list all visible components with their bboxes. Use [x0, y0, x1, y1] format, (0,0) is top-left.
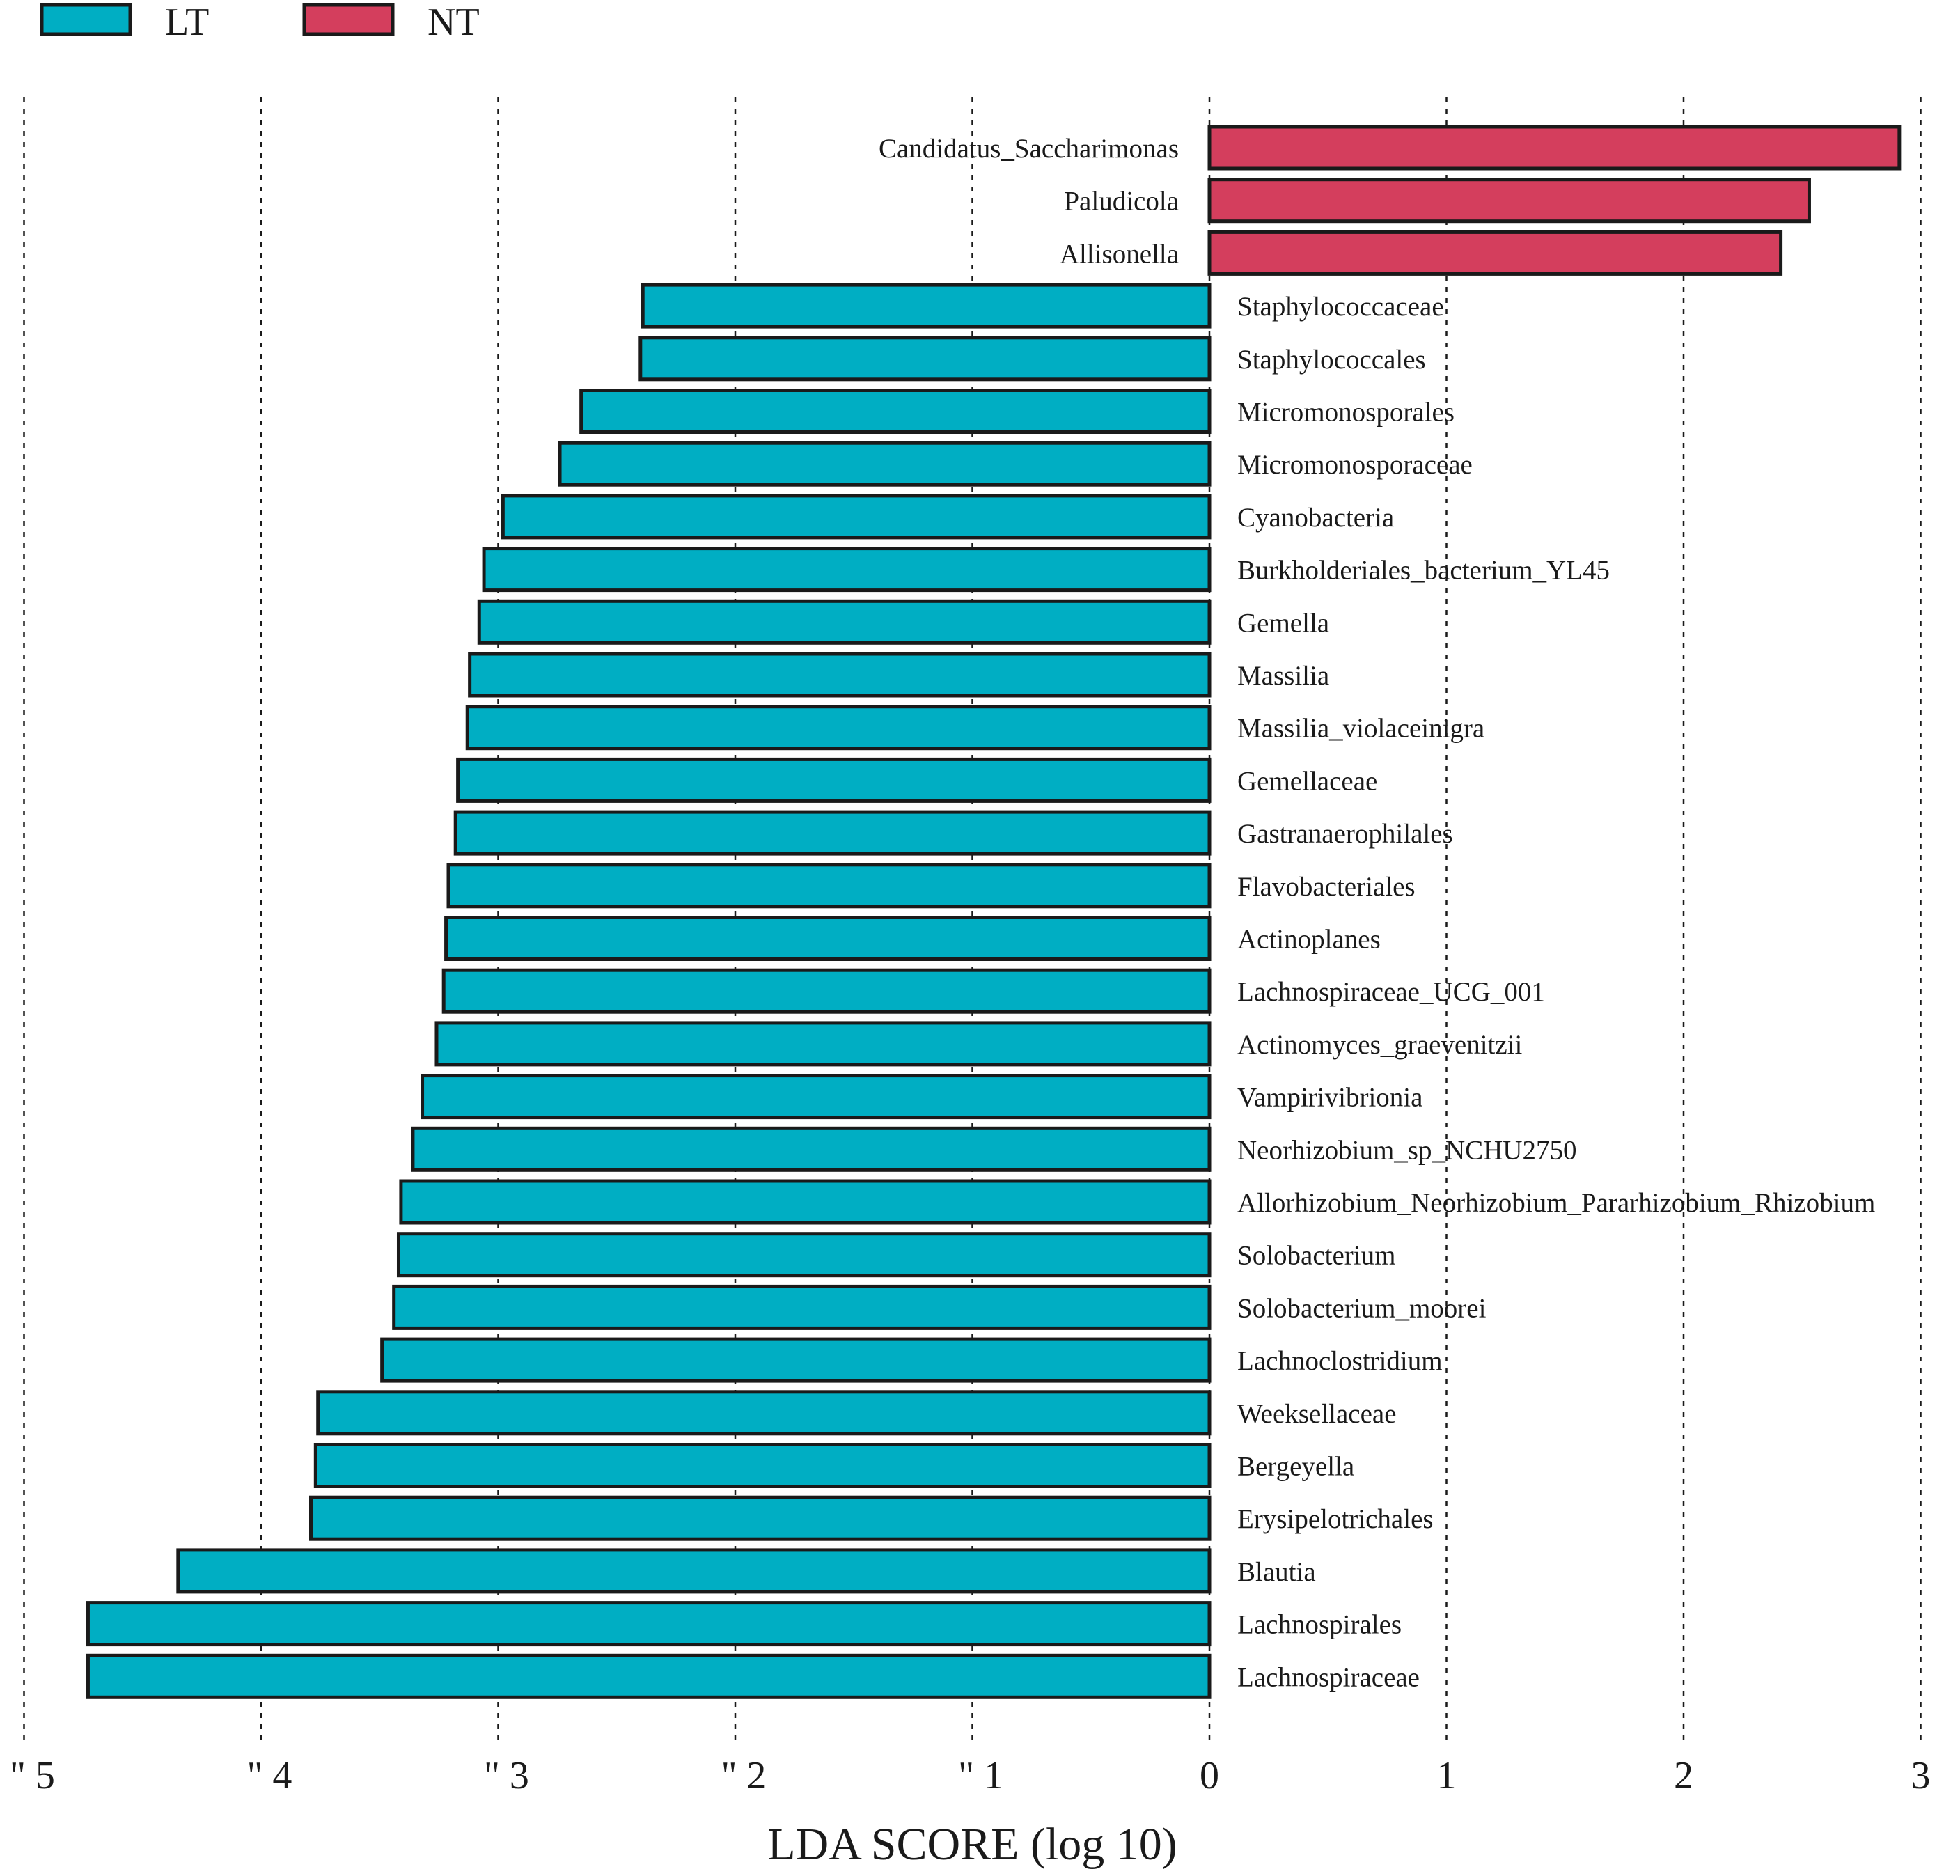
x-tick-label: " 1 — [958, 1754, 1003, 1797]
category-label: Solobacterium — [1237, 1241, 1395, 1271]
bar-burkholderiales-bacterium-yl45 — [482, 547, 1212, 593]
x-tick-label: " 2 — [721, 1754, 767, 1797]
category-label: Lachnospiraceae — [1237, 1662, 1420, 1692]
bar-actinoplanes — [444, 916, 1212, 961]
bar-candidatus-saccharimonas — [1207, 125, 1902, 171]
bar-lachnoclostridium — [380, 1337, 1212, 1383]
category-label: Staphylococcales — [1237, 345, 1426, 375]
bar-gemella — [477, 599, 1212, 645]
category-label: Massilia — [1237, 661, 1329, 691]
bar-lachnospiraceae — [86, 1653, 1212, 1699]
bar-paludicola — [1207, 178, 1811, 224]
category-label: Erysipelotrichales — [1237, 1504, 1434, 1534]
bar-gemellaceae — [456, 757, 1212, 803]
bar-micromonosporaceae — [558, 441, 1212, 487]
category-label: Lachnospirales — [1237, 1610, 1402, 1640]
x-tick-label: 2 — [1674, 1754, 1693, 1797]
legend-swatch-nt — [302, 3, 395, 36]
category-label: Vampirivibrionia — [1237, 1083, 1422, 1113]
legend-label-nt: NT — [428, 1, 480, 44]
bar-solobacterium-moorei — [392, 1284, 1212, 1330]
category-label: Lachnospiraceae_UCG_001 — [1237, 977, 1545, 1007]
bars — [86, 125, 1902, 1699]
bar-massilia — [468, 652, 1212, 698]
category-label: Allorhizobium_Neorhizobium_Pararhizobium… — [1237, 1188, 1875, 1218]
x-tick-label: 3 — [1911, 1754, 1931, 1797]
bar-actinomyces-graevenitzii — [434, 1021, 1212, 1067]
category-label: Cyanobacteria — [1237, 503, 1394, 533]
category-label: Neorhizobium_sp_NCHU2750 — [1237, 1135, 1576, 1165]
category-label: Solobacterium_moorei — [1237, 1293, 1487, 1323]
legend: LT NT — [40, 1, 480, 44]
category-label: Paludicola — [1064, 187, 1179, 217]
bar-blautia — [176, 1548, 1212, 1594]
bar-lachnospiraceae-ucg-001 — [441, 968, 1212, 1014]
category-label: Actinoplanes — [1237, 925, 1381, 955]
bar-solobacterium — [396, 1232, 1212, 1278]
category-label: Micromonosporales — [1237, 398, 1455, 428]
bar-vampirivibrionia — [421, 1074, 1212, 1120]
category-label: Blautia — [1237, 1557, 1316, 1587]
bar-cyanobacteria — [501, 494, 1212, 540]
bar-staphylococcales — [638, 336, 1212, 382]
bar-erysipelotrichales — [309, 1495, 1212, 1541]
category-label: Actinomyces_graevenitzii — [1237, 1030, 1523, 1060]
bar-staphylococcaceae — [641, 283, 1212, 329]
category-label: Massilia_violaceinigra — [1237, 714, 1484, 744]
category-label: Flavobacteriales — [1237, 872, 1416, 902]
bar-lachnospirales — [86, 1601, 1212, 1647]
bar-allisonella — [1207, 230, 1783, 276]
bar-massilia-violaceinigra — [465, 705, 1212, 751]
bar-neorhizobium-sp-nchu2750 — [411, 1126, 1212, 1172]
bar-micromonosporales — [579, 389, 1212, 434]
category-label: Gemellaceae — [1237, 766, 1377, 796]
category-label: Gemella — [1237, 608, 1329, 638]
x-axis-ticks: " 5 " 4 " 3 " 2 " 1 0 1 2 3 — [10, 1754, 1930, 1797]
category-label: Candidatus_Saccharimonas — [879, 134, 1179, 164]
bar-weeksellaceae — [316, 1390, 1212, 1436]
x-axis-title: LDA SCORE (log 10) — [767, 1819, 1177, 1870]
category-label: Bergeyella — [1237, 1452, 1354, 1482]
x-tick-label: 1 — [1437, 1754, 1457, 1797]
bar-bergeyella — [313, 1443, 1212, 1488]
legend-label-lt: LT — [165, 1, 209, 44]
category-label: Lachnoclostridium — [1237, 1346, 1443, 1376]
category-label: Staphylococcaceae — [1237, 292, 1444, 322]
category-labels: Candidatus_Saccharimonas Paludicola Alliso… — [879, 134, 1875, 1692]
category-label: Weeksellaceae — [1237, 1399, 1397, 1429]
bar-allorhizobium-neorhizobium-pararhizobium-rhizobium — [399, 1179, 1212, 1225]
bar-flavobacteriales — [446, 863, 1212, 909]
x-tick-label: " 5 — [10, 1754, 55, 1797]
category-label: Gastranaerophilales — [1237, 819, 1453, 849]
legend-swatch-lt — [40, 3, 132, 36]
category-label: Micromonosporaceae — [1237, 450, 1473, 480]
category-label: Allisonella — [1060, 239, 1179, 269]
bar-gastranaerophilales — [453, 810, 1212, 856]
x-tick-label: 0 — [1200, 1754, 1219, 1797]
x-tick-label: " 3 — [484, 1754, 529, 1797]
x-tick-label: " 4 — [247, 1754, 292, 1797]
category-label: Burkholderiales_bacterium_YL45 — [1237, 556, 1610, 586]
